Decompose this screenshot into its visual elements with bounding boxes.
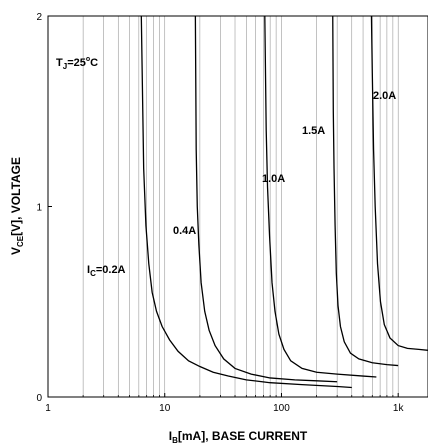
condition-label: TJ=25oC bbox=[56, 56, 98, 71]
series-label-4: 2.0A bbox=[373, 90, 396, 102]
x-axis-title: IB[mA], BASE CURRENT bbox=[169, 429, 308, 445]
series-line-1 bbox=[194, 15, 338, 383]
condition-sup: o bbox=[86, 56, 90, 63]
y-tick-label: 2 bbox=[36, 12, 42, 23]
series-line-2 bbox=[264, 15, 377, 378]
y-tick-label: 1 bbox=[36, 203, 42, 214]
y-axis-title-main: V bbox=[9, 247, 23, 255]
grid bbox=[47, 16, 399, 397]
series-label-0-sub: C bbox=[90, 269, 96, 278]
series-label-1: 0.4A bbox=[173, 225, 196, 237]
series-line-3 bbox=[332, 15, 399, 367]
series-label-0-prefix: I bbox=[87, 264, 90, 276]
x-tick-label: 100 bbox=[273, 403, 290, 414]
series-line-4 bbox=[370, 15, 428, 351]
series bbox=[140, 15, 428, 389]
plot-background bbox=[48, 16, 428, 397]
condition-main: T bbox=[56, 57, 63, 69]
x-axis-title-main: I bbox=[169, 429, 172, 443]
condition-sub: J bbox=[63, 62, 67, 71]
condition-tail: C bbox=[90, 57, 98, 69]
x-tick-label: 1 bbox=[45, 403, 51, 414]
x-axis-title-sub: B bbox=[172, 436, 178, 445]
y-axis-title-sub: CE bbox=[16, 235, 25, 247]
series-label-0-rest: =0.2A bbox=[96, 264, 126, 276]
x-axis-title-rest: [mA], BASE CURRENT bbox=[178, 429, 308, 443]
x-tick-label: 10 bbox=[159, 403, 171, 414]
y-axis-title: VCE[V], VOLTAGE bbox=[9, 157, 25, 255]
condition-rest: =25 bbox=[67, 57, 86, 69]
series-label-2: 1.0A bbox=[262, 173, 285, 185]
series-line-0 bbox=[140, 15, 352, 389]
y-axis-title-rest: [V], VOLTAGE bbox=[9, 157, 23, 236]
series-label-3: 1.5A bbox=[302, 125, 325, 137]
series-label-0: IC=0.2A bbox=[87, 264, 126, 278]
y-tick-label: 0 bbox=[36, 393, 42, 404]
x-tick-label: 1k bbox=[393, 403, 405, 414]
